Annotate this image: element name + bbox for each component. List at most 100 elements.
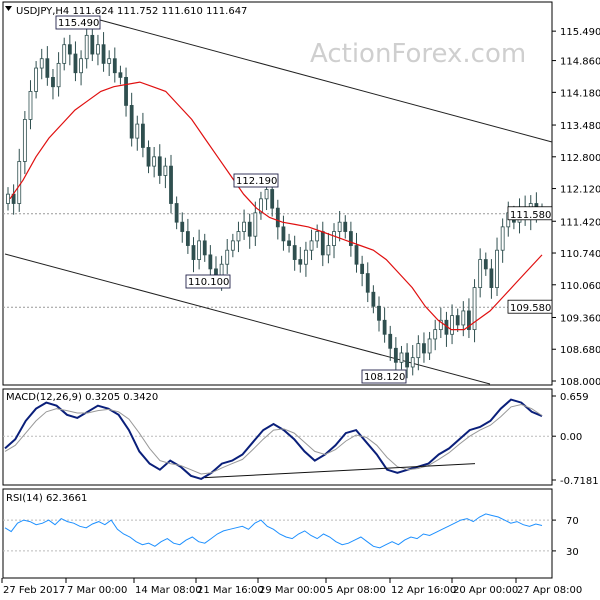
x-tick-label: 29 Mar 00:00 xyxy=(259,585,326,596)
candle-body xyxy=(410,357,415,368)
candle-body xyxy=(427,338,432,354)
candle-body xyxy=(129,105,134,139)
candle-body xyxy=(275,207,280,228)
candle-body xyxy=(264,189,269,200)
candle-body xyxy=(461,310,466,326)
annotation-box xyxy=(55,15,101,30)
price-ytick-label: 108.680 xyxy=(560,345,600,356)
x-tick-label: 7 Mar 00:00 xyxy=(67,585,127,596)
candle-body xyxy=(56,62,61,88)
candle-body xyxy=(152,156,157,167)
candle-body xyxy=(472,287,477,331)
candle-body xyxy=(478,259,483,288)
rsi-panel-title: RSI(14) 62.3661 xyxy=(6,493,87,504)
candle-body xyxy=(22,119,27,162)
annotation-box xyxy=(361,369,407,384)
candle-body xyxy=(354,245,359,265)
candle-body xyxy=(360,263,365,274)
macd-ytick-label: 0.00 xyxy=(560,432,582,443)
candle-body xyxy=(500,226,505,251)
x-tick-label: 5 Apr 08:00 xyxy=(327,585,386,596)
candle-body xyxy=(34,67,39,92)
price-ytick-label: 110.740 xyxy=(560,249,600,260)
price-ytick-label: 108.000 xyxy=(560,377,600,388)
candle-body xyxy=(416,343,421,359)
candle-body xyxy=(191,245,196,260)
x-tick-label: 12 Apr 16:00 xyxy=(391,585,456,596)
candle-body xyxy=(17,161,22,204)
panel-frame-price xyxy=(2,1,553,386)
price-panel-title: USDJPY,H4 111.624 111.752 111.610 111.64… xyxy=(16,6,247,17)
price-ytick-label: 114.860 xyxy=(560,57,600,68)
candle-body xyxy=(101,44,106,64)
macd-ytick-label: -0.7181 xyxy=(560,476,599,487)
candle-body xyxy=(180,221,185,232)
candle-body xyxy=(259,198,263,214)
candle-body xyxy=(348,231,353,246)
x-tick-label: 27 Feb 2017 xyxy=(3,585,65,596)
candle-body xyxy=(39,58,44,69)
candle-body xyxy=(118,72,123,78)
price-ytick-label: 113.480 xyxy=(560,121,600,132)
x-tick-label: 21 Mar 16:00 xyxy=(197,585,264,596)
candle-body xyxy=(230,240,235,251)
rsi-ytick-label: 30 xyxy=(566,547,579,558)
candle-body xyxy=(185,231,190,246)
channel-upper-line xyxy=(99,19,553,143)
candle-body xyxy=(365,273,370,293)
price-ytick-label: 115.490 xyxy=(560,27,600,38)
candle-body xyxy=(112,58,117,74)
candle-body xyxy=(73,53,78,74)
candle-body xyxy=(326,245,331,256)
candle-body xyxy=(107,58,112,64)
candle-body xyxy=(270,189,275,209)
candle-body xyxy=(28,91,33,120)
candle-body xyxy=(343,221,348,232)
panel-frame-macd xyxy=(2,388,553,486)
candle-body xyxy=(377,305,381,321)
candle-body xyxy=(309,240,314,251)
rsi-series-line xyxy=(4,513,543,549)
candle-body xyxy=(337,221,342,232)
candle-body xyxy=(157,156,162,176)
candle-body xyxy=(304,249,308,265)
candle-body xyxy=(393,347,398,363)
candle-body xyxy=(169,165,173,204)
candle-body xyxy=(67,44,72,55)
candle-body xyxy=(197,240,202,260)
candle-body xyxy=(236,231,241,242)
macd-series-line-macd xyxy=(4,398,543,480)
candle-body xyxy=(281,226,286,242)
candle-body xyxy=(371,291,376,307)
price-tag-box xyxy=(507,299,553,314)
candle-body xyxy=(388,333,393,349)
candle-body xyxy=(242,221,246,232)
candle-body xyxy=(225,249,230,265)
candle-body xyxy=(332,231,336,246)
candle-body xyxy=(495,249,499,288)
annotation-label: 110.100 xyxy=(188,277,229,288)
candle-body xyxy=(450,315,454,335)
candle-body xyxy=(399,352,404,363)
candle-body xyxy=(320,231,325,256)
candle-body xyxy=(96,44,100,55)
x-tick-label: 14 Mar 08:00 xyxy=(135,585,202,596)
candle-body xyxy=(433,329,438,340)
candle-body xyxy=(467,310,471,331)
candle-body xyxy=(202,240,207,256)
candle-body xyxy=(298,259,303,265)
candle-body xyxy=(208,254,213,270)
annotation-box xyxy=(233,173,279,188)
price-tag-label: 109.580 xyxy=(510,303,551,314)
candle-body xyxy=(141,123,145,148)
annotation-label: 112.190 xyxy=(236,176,277,187)
macd-panel-title: MACD(12,26,9) 0.3205 0.3420 xyxy=(6,392,158,403)
price-ytick-label: 111.420 xyxy=(560,217,600,228)
candle-body xyxy=(287,240,291,246)
x-tick-label: 20 Apr 00:00 xyxy=(453,585,518,596)
candle-body xyxy=(146,147,151,167)
candle-body xyxy=(315,231,320,242)
macd-trendline xyxy=(204,463,476,479)
